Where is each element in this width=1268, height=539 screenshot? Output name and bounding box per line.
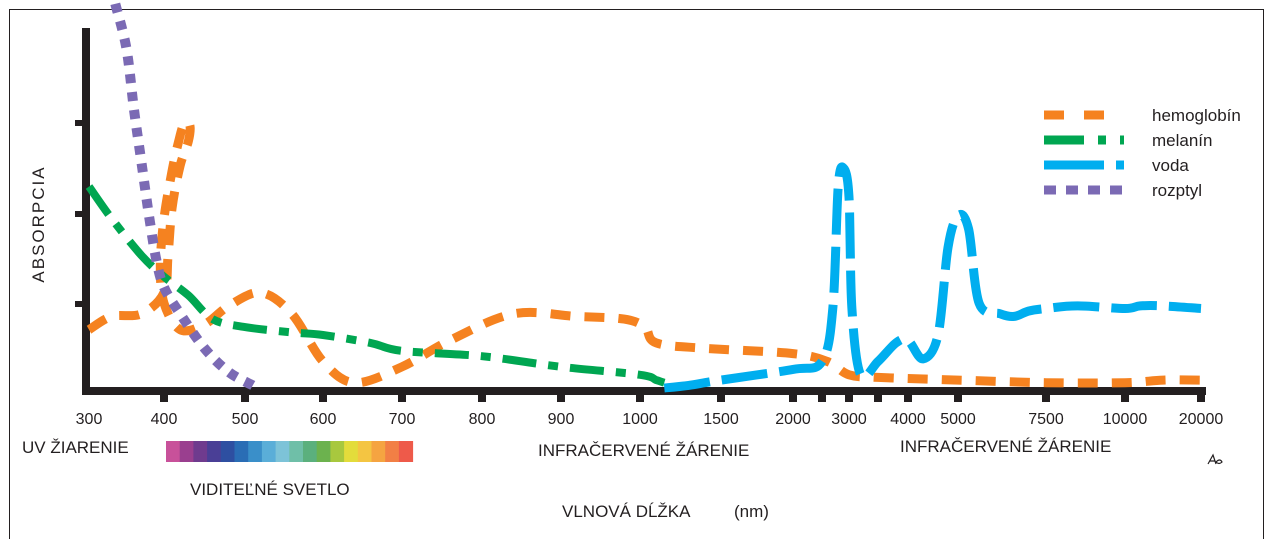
spectrum-band	[179, 441, 194, 462]
spectrum-band	[207, 441, 222, 462]
series-lines	[85, 2, 1202, 393]
spectrum-band	[398, 441, 414, 462]
x-tick	[1121, 391, 1129, 402]
x-tick-label: 700	[389, 411, 416, 428]
series-line-rozptyl	[110, 2, 256, 390]
x-tick	[478, 391, 486, 402]
x-tick	[398, 391, 406, 402]
x-tick-labels: 300 400 500 600 700 800 900 1000 1500 2000 3000 400…	[76, 411, 1224, 428]
x-tick	[1042, 391, 1050, 402]
x-tick-label: 500	[232, 411, 259, 428]
x-tick-label: 2000	[775, 411, 811, 428]
spectrum-band	[385, 441, 400, 462]
y-tick	[75, 301, 86, 307]
infrared-label-1: INFRAČERVENÉ ŽÁRENIE	[538, 441, 749, 460]
series-line-voda	[663, 162, 1202, 393]
y-tick	[75, 211, 86, 217]
spectrum-band	[371, 441, 386, 462]
legend-label: hemoglobín	[1152, 106, 1241, 125]
x-tick-label: 900	[548, 411, 575, 428]
legend-label: rozptyl	[1152, 181, 1202, 200]
chart-frame	[9, 9, 1264, 539]
x-tick-label: 600	[310, 411, 337, 428]
legend-label: melanín	[1152, 131, 1212, 150]
uv-label: UV ŽIARENIE	[22, 438, 129, 457]
spectrum-band	[357, 441, 372, 462]
visible-light-label: VIDITEĽNÉ SVETLO	[190, 480, 350, 499]
x-tick-label: 3000	[831, 411, 867, 428]
spectrum-band	[289, 441, 304, 462]
y-tick	[75, 120, 86, 126]
x-tick	[789, 391, 797, 402]
spectrum-band	[193, 441, 208, 462]
spectrum-band	[303, 441, 318, 462]
x-tick	[874, 391, 882, 402]
x-tick-label: 7500	[1028, 411, 1064, 428]
x-tick-label: 300	[76, 411, 103, 428]
spectrum-band	[248, 441, 263, 462]
x-tick	[845, 391, 853, 402]
infrared-label-2: INFRAČERVENÉ ŽÁRENIE	[900, 437, 1111, 456]
legend: hemoglobín melanín voda rozptyl	[1044, 106, 1241, 200]
spectrum-band	[275, 441, 290, 462]
spectrum-band	[330, 441, 345, 462]
x-tick	[241, 391, 249, 402]
x-tick-label: 400	[151, 411, 178, 428]
x-tick	[717, 391, 725, 402]
x-tick	[557, 391, 565, 402]
y-ticks	[75, 120, 86, 307]
x-tick	[636, 391, 644, 402]
x-tick-label: 1500	[703, 411, 739, 428]
y-axis-label: ABSORPCIA	[29, 165, 48, 282]
x-axis-unit: (nm)	[734, 502, 769, 521]
x-tick-label: 10000	[1103, 411, 1148, 428]
x-tick	[1197, 391, 1205, 402]
spectrum-band	[261, 441, 277, 462]
spectrum-band	[316, 441, 331, 462]
x-tick	[954, 391, 962, 402]
x-tick	[818, 391, 826, 402]
spectrum-band	[234, 441, 249, 462]
legend-label: voda	[1152, 156, 1189, 175]
x-tick-label: 20000	[1179, 411, 1224, 428]
series-line-melanín	[85, 184, 666, 387]
x-tick-label: 4000	[890, 411, 926, 428]
x-tick	[160, 391, 168, 402]
spectrum-band	[344, 441, 359, 462]
x-tick-label: 800	[469, 411, 496, 428]
visible-spectrum-bar	[166, 441, 414, 462]
x-tick-label: 5000	[940, 411, 976, 428]
x-tick-label: 1000	[622, 411, 658, 428]
spectrum-band	[220, 441, 235, 462]
spectrum-band	[166, 441, 181, 462]
signature-mark	[1207, 453, 1223, 465]
series-line-hemoglobín	[86, 117, 1202, 388]
x-tick	[904, 391, 912, 402]
x-ticks	[160, 391, 1205, 402]
x-axis-label: VLNOVÁ DĹŽKA	[562, 502, 691, 521]
x-tick	[319, 391, 327, 402]
